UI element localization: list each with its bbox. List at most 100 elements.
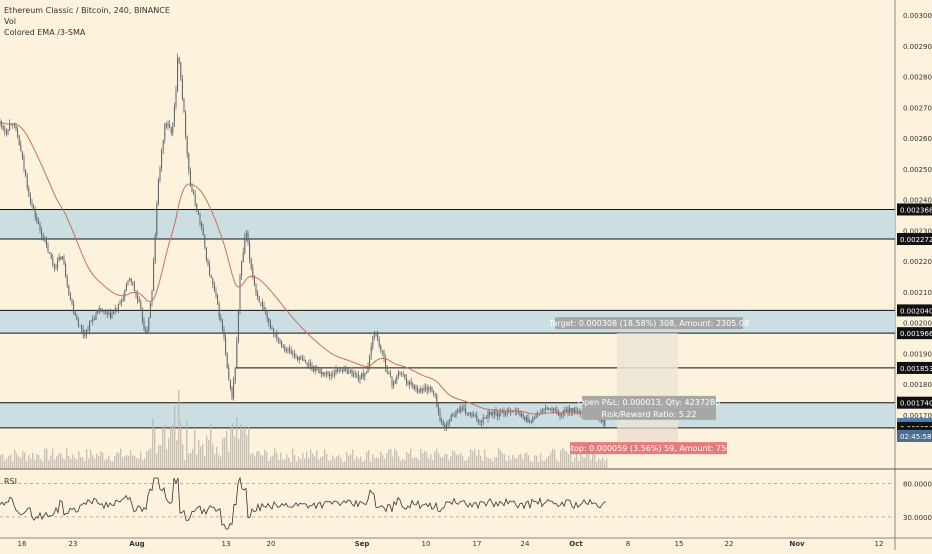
volume-indicator-label[interactable]: Vol [4,16,170,27]
candle-body [288,349,289,350]
candle-body [27,176,28,188]
volume-bar [176,440,177,468]
volume-bar [100,451,101,468]
candle-body [460,408,461,412]
volume-bar [494,457,495,468]
candle-body [552,409,553,410]
candle-body [155,236,156,262]
candle-body [424,388,425,390]
candle-body [284,347,285,351]
volume-bar [558,462,559,468]
price-axis-label: 0.001853 [900,365,932,373]
candle-body [214,284,215,291]
volume-bar [402,459,403,468]
candle-body [62,257,63,260]
open-pnl-label[interactable]: Open P&L: 0.000013, Qty: 4237288 [578,398,720,407]
candle-body [238,310,239,341]
x-axis-tick-label: 17 [473,540,482,548]
volume-bar [446,454,447,468]
candle-body [184,99,185,113]
target-label[interactable]: Target: 0.000308 (18.58%) 308, Amount: 2… [548,319,749,328]
candle-body [257,293,258,296]
volume-bar [152,419,153,468]
rsi-indicator-label[interactable]: RSI [4,477,17,486]
price-axis-label: 0.002368 [900,206,932,214]
y-axis-tick-label: 0.001800 [903,381,932,389]
volume-bar [394,449,395,468]
x-axis-tick-label: 10 [422,540,431,548]
candle-body [65,264,66,276]
volume-bar [308,458,309,468]
candle-body [38,221,39,224]
candle-body [356,374,357,375]
ema-indicator-label[interactable]: Colored EMA /3-SMA [4,27,170,38]
candle-body [308,363,309,364]
candle-body [384,352,385,358]
volume-bar [136,458,137,468]
volume-bar [486,457,487,468]
volume-bar [534,455,535,468]
volume-bar [102,453,103,468]
volume-bar [498,448,499,468]
volume-bar [26,461,27,468]
candle-body [360,379,361,380]
volume-bar [4,460,5,468]
volume-bar [470,449,471,468]
candle-body [283,347,284,348]
volume-bar [260,455,261,468]
candle-body [419,391,420,392]
candle-body [158,180,159,204]
candle-body [267,314,268,319]
volume-bar [42,461,43,468]
volume-bar [114,456,115,468]
countdown-label: 02:45:58 [900,433,931,441]
candle-body [72,300,73,304]
volume-bar [160,445,161,468]
candle-body [393,383,394,385]
candle-body [192,186,193,192]
candle-body [36,217,37,221]
candle-body [438,407,439,413]
candle-body [211,275,212,278]
x-axis-tick-label: 23 [69,540,78,548]
volume-bar [316,450,317,468]
candle-body [480,421,481,422]
risk-reward-label[interactable]: Risk/Reward Ratio: 5.22 [601,410,696,419]
candle-body [323,372,324,375]
candle-body [518,412,519,413]
candle-body [534,417,535,418]
candle-body [310,363,311,368]
candle-body [129,278,130,280]
volume-bar [148,450,149,468]
candle-body [497,413,498,417]
volume-bar [110,461,111,468]
candle-body [99,308,100,310]
candle-body [92,319,93,321]
volume-bar [568,454,569,468]
candle-body [297,357,298,361]
volume-bar [198,440,199,468]
volume-bar [548,456,549,468]
candle-body [476,416,477,421]
support-resistance-zone[interactable] [0,310,895,333]
candle-body [59,257,60,261]
volume-bar [106,459,107,468]
symbol-title[interactable]: Ethereum Classic / Bitcoin, 240, BINANCE [4,5,170,16]
volume-bar [574,458,575,468]
candle-body [556,410,557,411]
candle-body [435,394,436,395]
candle-body [443,421,444,425]
volume-bar [70,459,71,468]
stop-label[interactable]: Stop: 0.000059 (3.56%) 59, Amount: 750 [566,444,732,453]
volume-bar [544,461,545,468]
volume-bar [572,462,573,468]
support-resistance-zone[interactable] [0,403,895,428]
volume-bar [172,425,173,468]
candle-body [291,351,292,353]
candle-body [345,367,346,369]
volume-bar [264,450,265,468]
support-resistance-zone[interactable] [0,209,895,239]
volume-bar [2,454,3,468]
